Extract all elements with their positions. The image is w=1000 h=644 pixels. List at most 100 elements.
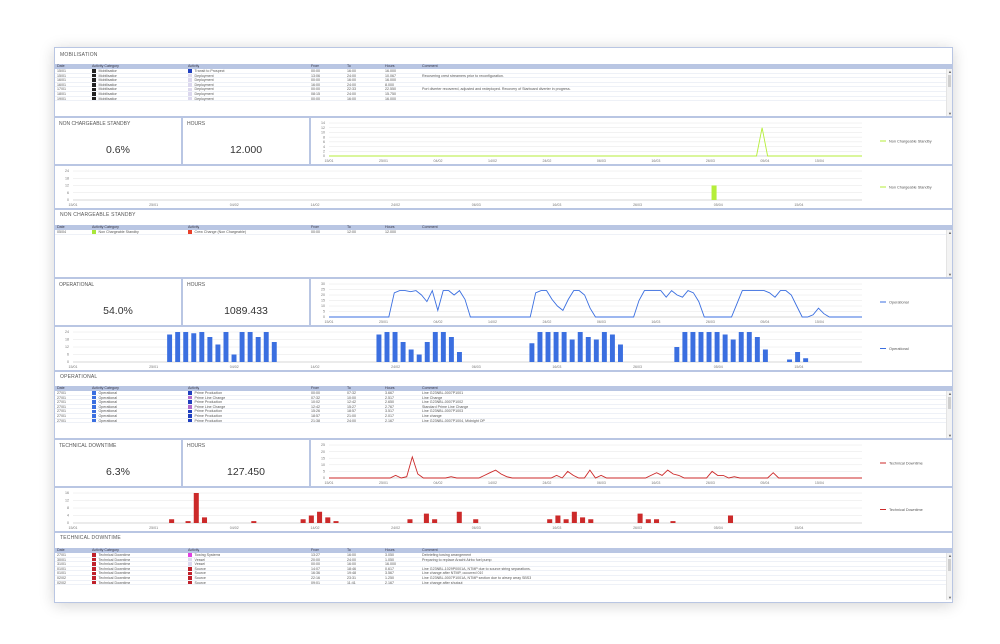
date-cell: 27/01 [57,404,66,409]
from-cell: 07:32 [311,395,320,400]
table-row[interactable]: 18/01 Mobilisation Deployment 08:15 24:00 15.… [55,92,952,97]
bar [585,337,591,362]
scroll-down-icon[interactable]: ▼ [948,433,952,438]
table-row[interactable]: 31/01 Technical Downtime Vessel 00:00 16:00 1… [55,562,952,567]
column-header-hours[interactable]: Hours [385,64,395,68]
table-row[interactable]: 16/01 Mobilisation Deployment 00:00 16:00 16.… [55,78,952,83]
scroll-up-icon[interactable]: ▲ [948,553,952,558]
column-header-date[interactable]: Date [57,548,65,552]
x-tick-label: 26/03 [633,526,642,530]
activity-category: Mobilisation [98,78,118,83]
table-row[interactable]: 27/01 Operational Prime Production 18:57 21:… [55,414,952,419]
bar [706,332,712,362]
x-tick-label: 14/02 [488,320,497,324]
column-header-date[interactable]: Date [57,64,65,68]
table-row[interactable]: 27/01 Operational Prime Line Change 12:42 15… [55,405,952,410]
column-header-from[interactable]: From [311,64,320,68]
activity-category: Non Chargeable Standby [98,230,139,234]
table-row[interactable]: 02/02 Technical Downtime Source 22:16 23:31 1… [55,576,952,581]
scroll-thumb[interactable] [948,559,951,571]
column-header-to[interactable]: To [347,386,351,390]
legend-label: Technical Downtime [889,508,923,512]
table-scrollbar[interactable]: ▲ ▼ [946,230,952,277]
from-cell: 00:00 [311,391,320,395]
table-scrollbar[interactable]: ▲ ▼ [946,69,952,116]
table-row[interactable]: 27/01 Operational Prime Production 15:26 18:… [55,409,952,414]
y-tick-label: 6 [323,140,325,144]
column-header-comment[interactable]: Comment [422,225,438,229]
table-row[interactable]: 01/01 Technical Downtime Source 14:07 18:46 0… [55,567,952,572]
x-tick-label: 15/04 [794,203,803,207]
scroll-up-icon[interactable]: ▲ [948,69,952,74]
scroll-up-icon[interactable]: ▲ [948,391,952,396]
column-header-hours[interactable]: Hours [385,386,395,390]
table-row[interactable]: 17/01 Mobilisation Deployment 00:00 22:33 22.… [55,87,952,92]
table-scrollbar[interactable]: ▲ ▼ [946,391,952,438]
column-header-to[interactable]: To [347,548,351,552]
column-header-to[interactable]: To [347,64,351,68]
color-swatch [92,87,96,92]
scroll-thumb[interactable] [948,397,951,409]
activity: Vessel [194,562,206,567]
scroll-down-icon[interactable]: ▼ [948,111,952,116]
column-header-hours[interactable]: Hours [385,548,395,552]
column-header-activity[interactable]: Activity [188,548,200,552]
scroll-thumb[interactable] [948,75,951,87]
table-row[interactable]: 02/02 Technical Downtime Source 09:01 11:41 2… [55,581,952,586]
table-row[interactable]: 27/01 Operational Prime Production 10:02 12:… [55,400,952,405]
activity-cell: Vessel [188,562,205,567]
column-header-from[interactable]: From [311,548,320,552]
table-row[interactable]: 27/01 Operational Prime Line Change 07:32 10… [55,396,952,401]
activity: Prime Production [194,391,223,395]
scroll-up-icon[interactable]: ▲ [948,230,952,235]
y-tick-label: 25 [321,288,325,292]
column-header-date[interactable]: Date [57,225,65,229]
date-cell: 27/01 [57,553,66,557]
column-header-hours[interactable]: Hours [385,225,395,229]
column-header-to[interactable]: To [347,225,351,229]
date-cell: 27/01 [57,391,66,395]
activity: Deployment [194,87,214,92]
scroll-down-icon[interactable]: ▼ [948,272,952,277]
from-cell: 16:36 [311,571,320,576]
table-row[interactable]: 15/01 Mobilisation Transit to Prospect 00:0… [55,69,952,74]
table-row[interactable]: 15/01 Mobilisation Deployment 13:06 24:00 10.… [55,74,952,79]
to-cell: 12:42 [347,400,356,405]
column-header-activity-category[interactable]: Activity Category [92,225,119,229]
column-header-activity-category[interactable]: Activity Category [92,386,119,390]
scroll-down-icon[interactable]: ▼ [948,595,952,600]
column-header-comment[interactable]: Comment [422,386,438,390]
operational-hours-card: HOURS 1089.433 [183,279,311,325]
activity-category-cell: Operational [92,400,117,405]
column-header-activity[interactable]: Activity [188,225,200,229]
table-row[interactable]: 27/01 Operational Prime Production 21:38 24:… [55,419,952,424]
color-swatch [92,78,96,82]
table-scrollbar[interactable]: ▲ ▼ [946,553,952,600]
table-row[interactable]: 27/01 Operational Prime Production 00:00 07:… [55,391,952,396]
y-tick-label: 12 [65,345,69,349]
bar [308,515,314,523]
table-row[interactable]: 30/01 Technical Downtime Vessel 20:00 24:00 1… [55,558,952,563]
x-tick-label: 16/03 [651,320,660,324]
column-header-date[interactable]: Date [57,386,65,390]
table-row[interactable]: 01/01 Technical Downtime Source 16:36 19:48 3… [55,571,952,576]
color-swatch [188,580,192,585]
column-header-activity[interactable]: Activity [188,64,200,68]
column-header-activity[interactable]: Activity [188,386,200,390]
date-cell: 27/01 [57,413,66,418]
bar [746,332,752,362]
table-row[interactable]: 19/01 Mobilisation Deployment 00:00 16:00 16.… [55,97,952,102]
column-header-from[interactable]: From [311,225,320,229]
column-header-activity-category[interactable]: Activity Category [92,64,119,68]
table-row[interactable]: 16/01 Mobilisation Deployment 16:00 24:00 8.0… [55,83,952,88]
column-header-comment[interactable]: Comment [422,548,438,552]
date-cell: 27/01 [57,400,66,405]
bar [333,521,339,523]
column-header-activity-category[interactable]: Activity Category [92,548,119,552]
y-tick-label: 4 [323,145,325,149]
table-row[interactable]: 27/01 Technical Downtime Towing Systems 13:… [55,553,952,558]
column-header-from[interactable]: From [311,386,320,390]
table-header: Date Activity Category Activity From To Hours… [55,225,952,230]
table-row[interactable]: 05/04 Non Chargeable Standby Crew Change (… [55,230,952,235]
column-header-comment[interactable]: Comment [422,64,438,68]
